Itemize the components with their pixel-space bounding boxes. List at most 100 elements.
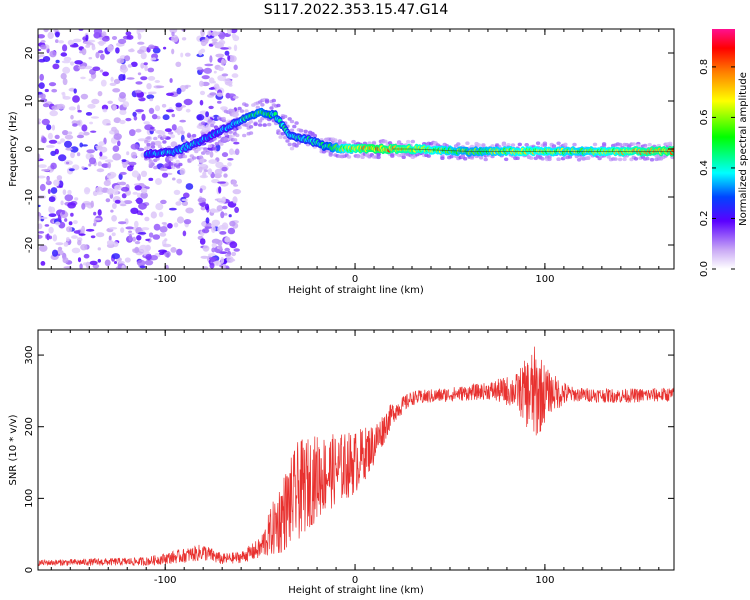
spectrogram-cell [440, 156, 445, 160]
spectrogram-cell [63, 266, 73, 269]
spectrogram-cell [426, 154, 431, 158]
spectrogram-cell [69, 44, 79, 48]
spectrogram-cell [58, 154, 67, 162]
spectrogram-cell [63, 241, 69, 247]
spectrogram-cell [156, 85, 165, 89]
spectrogram-cell [128, 161, 137, 166]
spectrogram-cell [48, 82, 57, 87]
spectrogram-cell [483, 157, 488, 162]
spectrogram-cell [211, 38, 218, 43]
spectrogram-cell [105, 198, 111, 203]
spectrogram-cell [152, 234, 161, 240]
spectrogram-cell [85, 112, 93, 116]
spectrogram-cell [141, 227, 150, 231]
spectrogram-cell [82, 131, 90, 136]
spectrogram-cell [70, 114, 74, 120]
spectrogram-cell [135, 199, 143, 202]
spectrogram-cell [85, 42, 94, 46]
spectrogram-cell [187, 134, 192, 138]
spectrogram-cell [232, 189, 242, 195]
spectrogram-cell [242, 133, 247, 138]
spectrogram-cell [164, 251, 171, 258]
spectrogram-ridge-line [393, 148, 674, 152]
spectrogram-cell [183, 192, 190, 199]
spectrogram-cell [175, 61, 182, 67]
snr-xtick-label: 100 [535, 575, 554, 586]
spectrogram-cell [183, 219, 192, 225]
spectrogram-cell [79, 263, 83, 269]
spectrogram-cell [167, 131, 174, 135]
spectrogram-cell [175, 159, 180, 165]
spectrogram-cell [162, 135, 167, 139]
spectrogram-cell [39, 73, 44, 81]
spectrogram-cell [77, 109, 82, 113]
spectrogram-cell [146, 94, 155, 100]
spectrogram-cell [125, 226, 134, 230]
spectrogram-cell [144, 259, 154, 266]
spectrogram-cell [81, 144, 88, 147]
spectrogram-cell [99, 69, 104, 73]
spectrogram-cell [79, 142, 83, 148]
spectrogram-cell [63, 56, 72, 62]
spectrogram-cell [95, 145, 101, 148]
spectrogram-cell [208, 253, 216, 257]
spectrogram-cell [622, 157, 627, 162]
spectrogram-cell [131, 170, 139, 178]
spectrogram-cell [80, 76, 86, 80]
spectrogram-cell [139, 265, 146, 269]
spectrogram-cell [76, 134, 84, 139]
spectrogram-cell [38, 231, 45, 234]
spectrogram-cell [106, 123, 111, 126]
spectrogram-cell [100, 53, 105, 61]
spectrogram-cell [81, 48, 87, 56]
spectrogram-cell [38, 34, 45, 39]
spectrogram-cell [39, 244, 48, 252]
spectrogram-cell [166, 92, 174, 97]
spectrogram-cell [147, 67, 155, 73]
spectrogram-cell [162, 114, 170, 121]
colorbar-tick-label: 0.6 [699, 109, 710, 125]
snr-ytick-label: 0 [24, 567, 35, 573]
spectrogram-cell [64, 218, 68, 222]
spectrogram-cell [127, 232, 135, 236]
spectrogram-cell [231, 73, 239, 78]
spectrogram-cell [217, 226, 221, 233]
spectrogram-cell [121, 264, 126, 269]
spectrogram-cell [121, 63, 127, 71]
spectrogram-cell [346, 155, 352, 159]
spectrogram-cell [88, 78, 94, 82]
spectrogram-cell [215, 144, 221, 152]
spectrogram-cell [46, 124, 52, 131]
spectrogram-cell [56, 103, 66, 110]
spectrogram-cell [122, 101, 130, 108]
spectrogram-cell [269, 106, 274, 110]
spectrogram-cell [137, 33, 142, 40]
spectrogram-cell [101, 104, 109, 111]
spectrogram-cell [171, 124, 177, 131]
spectrogram-cell [126, 151, 130, 156]
spectrogram-cell [200, 206, 206, 211]
spectrogram-cell [303, 129, 308, 134]
spectrogram-cell [165, 109, 175, 113]
spectrogram-cell [87, 39, 96, 43]
spectrogram-cell [119, 109, 127, 115]
spectrogram-cell [271, 98, 276, 103]
spectrogram-cell [213, 70, 217, 74]
spectrogram-cell [617, 157, 623, 162]
spectrogram-cell [556, 141, 561, 146]
spectrogram-cell [140, 52, 147, 60]
spectrogram-cell [401, 155, 406, 159]
spectrogram-cell [54, 134, 60, 140]
spectrogram-cell [248, 125, 254, 129]
spectrogram-cell [116, 58, 125, 64]
spectrogram-cell [135, 81, 143, 85]
spectrogram-cell [153, 136, 158, 141]
spectrogram-cell [170, 247, 177, 253]
spectrogram-ytick-label: -20 [24, 237, 35, 253]
spectrogram-cell [233, 141, 240, 145]
spectrogram-cell [185, 85, 189, 89]
spectrogram-cell [214, 168, 223, 176]
spectrogram-cell [111, 36, 118, 40]
spectrogram-cell [111, 232, 116, 237]
spectrogram-cell [61, 60, 71, 64]
